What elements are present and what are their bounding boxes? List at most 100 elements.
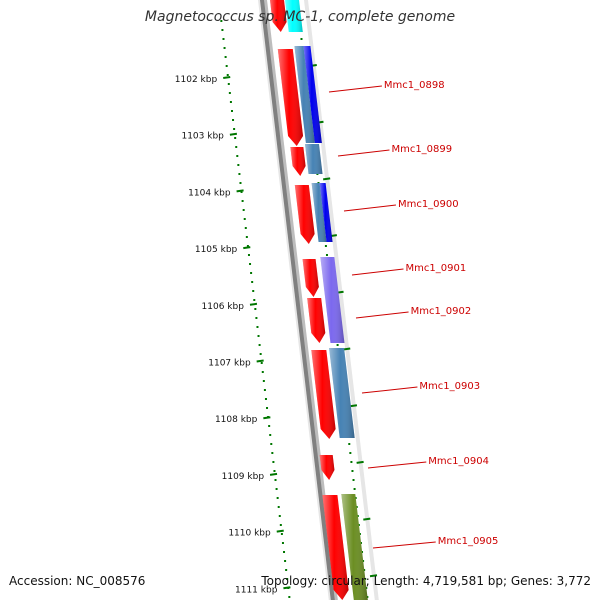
scale-dot: [232, 119, 235, 121]
outer-dot: [336, 344, 339, 346]
backbone-line: [259, 0, 336, 604]
scale-tick-label: 1111 kbp: [235, 585, 278, 595]
label-leader: [367, 461, 427, 469]
outer-dot: [350, 461, 353, 463]
scale-dot: [226, 74, 229, 76]
label-leader: [337, 149, 390, 157]
outer-tick: [323, 177, 331, 181]
gene-arrow-shading: [270, 0, 287, 32]
scale-tick-label: 1105 kbp: [195, 245, 238, 255]
scale-dot: [255, 317, 258, 319]
scale-dot: [259, 353, 262, 355]
outer-dot: [324, 245, 327, 247]
scale-tick: [283, 586, 291, 590]
scale-dot: [286, 578, 289, 580]
gene-arrow-shading: [307, 298, 326, 343]
outer-tick: [349, 404, 358, 408]
label-leader: [351, 268, 404, 276]
outer-dot: [300, 38, 303, 40]
gene-arrow-shading: [290, 147, 306, 176]
gene-arrow-shading: [311, 350, 336, 439]
scale-dot: [268, 425, 271, 427]
scale-dot: [230, 110, 233, 112]
scale-dot: [233, 128, 236, 130]
scale-dot: [273, 470, 276, 472]
scale-dot: [258, 344, 261, 346]
domain-bar-shading: [341, 494, 368, 600]
label-leader: [328, 85, 382, 93]
scale-dot: [225, 65, 228, 67]
gene-arrow-shading: [302, 259, 319, 297]
outer-dot: [352, 479, 355, 481]
outer-dot: [325, 254, 328, 256]
outer-dot: [351, 470, 354, 472]
scale-dot: [224, 56, 227, 58]
scale-dot: [242, 209, 245, 211]
scale-dot: [241, 200, 244, 202]
gene-features: [270, 0, 368, 600]
scale-dot: [276, 497, 279, 499]
scale-tick-label: 1102 kbp: [175, 75, 218, 85]
scale-dot: [240, 191, 243, 193]
gene-arrow-shading: [319, 455, 335, 480]
outer-tick: [356, 460, 364, 464]
scale-dot: [237, 164, 240, 166]
scale-dot: [272, 461, 275, 463]
gene-label: Mmc1_0905: [438, 536, 499, 547]
scale-tick-label: 1106 kbp: [202, 302, 245, 312]
outer-tick: [369, 574, 378, 578]
scale-dot: [234, 137, 237, 139]
scale-dot: [264, 398, 267, 400]
gene-label: Mmc1_0903: [419, 381, 480, 392]
scale-dot: [251, 281, 254, 283]
domain-bar-shading: [294, 46, 315, 143]
scale-dot: [279, 524, 282, 526]
scale-dot: [262, 380, 265, 382]
scale-tick: [269, 472, 278, 476]
scale-dot: [250, 272, 253, 274]
outer-tick: [343, 347, 351, 351]
scale-dot: [271, 452, 274, 454]
scale-dot: [220, 20, 223, 22]
scale-dot: [263, 389, 266, 391]
scale-dot: [274, 479, 277, 481]
scale-dot: [247, 254, 250, 256]
scale-dot: [221, 29, 224, 31]
gene-label: Mmc1_0902: [411, 306, 472, 317]
scale-tick: [243, 246, 251, 250]
scale-dot: [277, 506, 280, 508]
scale-dot: [281, 542, 284, 544]
topology-text: Topology: circular; Length: 4,719,581 bp…: [261, 574, 591, 588]
scale-dot: [244, 227, 247, 229]
scale-dot: [280, 533, 283, 535]
domain-bar-shading: [320, 257, 345, 343]
label-leader: [355, 311, 409, 319]
scale-dot: [254, 308, 257, 310]
gene-arrow-shading: [277, 49, 304, 146]
scale-dot: [227, 83, 230, 85]
gene-arrow-shading: [294, 185, 315, 244]
scale-tick-label: 1107 kbp: [208, 359, 251, 369]
scale-tick: [263, 416, 271, 420]
gene-label: Mmc1_0898: [384, 80, 445, 91]
gene-label: Mmc1_0904: [428, 456, 489, 467]
scale-dot: [275, 488, 278, 490]
outer-dot: [353, 488, 356, 490]
domain-bar-shading: [319, 183, 333, 242]
outer-dot: [348, 443, 351, 445]
scale-dot: [239, 182, 242, 184]
scale-dot: [288, 596, 291, 598]
scale-dot: [260, 362, 263, 364]
label-leader: [343, 204, 397, 212]
scale-dot: [229, 101, 232, 103]
scale-dot: [257, 335, 260, 337]
scale-dot: [256, 326, 259, 328]
domain-bar-shading: [304, 144, 323, 174]
scale-dot: [261, 371, 264, 373]
scale-dot: [269, 434, 272, 436]
accession-text: Accession: NC_008576: [9, 574, 146, 588]
label-leader: [361, 386, 418, 394]
scale-tick-label: 1109 kbp: [222, 472, 265, 482]
